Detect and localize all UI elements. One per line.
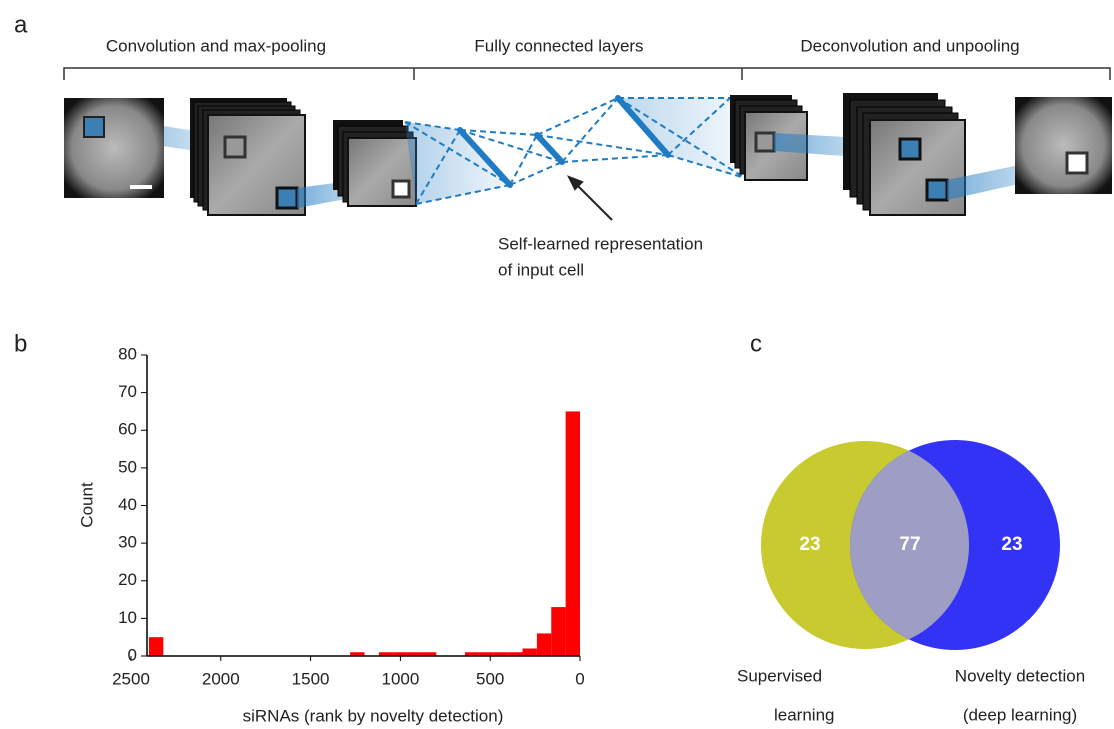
x-tick-label: 0 [575, 669, 584, 688]
x-tick-label: 2000 [202, 669, 240, 688]
y-tick-label: 10 [118, 608, 137, 627]
section-label: Convolution and max-pooling [106, 36, 326, 55]
y-tick-label: 80 [118, 344, 137, 363]
legend-label: Supervised [737, 666, 822, 685]
panel-label: b [14, 330, 27, 357]
y-axis-label: Count [77, 482, 96, 528]
feature-maps [333, 120, 416, 206]
y-tick-label: 70 [118, 382, 137, 401]
output-image [1015, 97, 1112, 194]
venn-count: 23 [799, 534, 820, 555]
panel-label: a [14, 11, 28, 38]
y-tick-label: 30 [118, 533, 137, 552]
arrow [569, 177, 612, 220]
y-tick-label: 20 [118, 570, 137, 589]
bar [537, 633, 551, 656]
legend-label: Novelty detection [955, 666, 1085, 685]
bar [523, 648, 537, 656]
network-diagram [64, 93, 1112, 220]
panel-label: c [750, 330, 762, 357]
section-label: Fully connected layers [474, 36, 643, 55]
patch [1067, 153, 1087, 173]
x-tick-label: 2500 [112, 669, 150, 688]
x-axis-label: siRNAs (rank by novelty detection) [243, 706, 504, 725]
legend-label: (deep learning) [963, 705, 1077, 724]
scale-bar [130, 185, 152, 189]
y-tick-label: 0 [128, 645, 137, 664]
input-image [64, 98, 164, 198]
venn-count: 23 [1001, 534, 1022, 555]
bar [149, 637, 163, 656]
annotation: Self-learned representation [498, 234, 703, 253]
feature-maps [190, 98, 305, 215]
legend-label: learning [774, 705, 835, 724]
feature-maps [843, 93, 965, 215]
x-tick-label: 1500 [292, 669, 330, 688]
x-tick-label: 1000 [381, 669, 419, 688]
section-bracket [64, 68, 1110, 80]
bar [551, 607, 565, 656]
x-tick-label: 500 [476, 669, 504, 688]
figure: a b c Convolution and max-pooling Fully … [0, 0, 1114, 729]
y-tick-label: 60 [118, 420, 137, 439]
section-label: Deconvolution and unpooling [800, 36, 1019, 55]
venn-count: 77 [899, 534, 920, 555]
patch [84, 117, 104, 137]
y-tick-label: 40 [118, 495, 137, 514]
annotation: of input cell [498, 260, 584, 279]
y-tick-label: 50 [118, 457, 137, 476]
bar [566, 411, 580, 656]
